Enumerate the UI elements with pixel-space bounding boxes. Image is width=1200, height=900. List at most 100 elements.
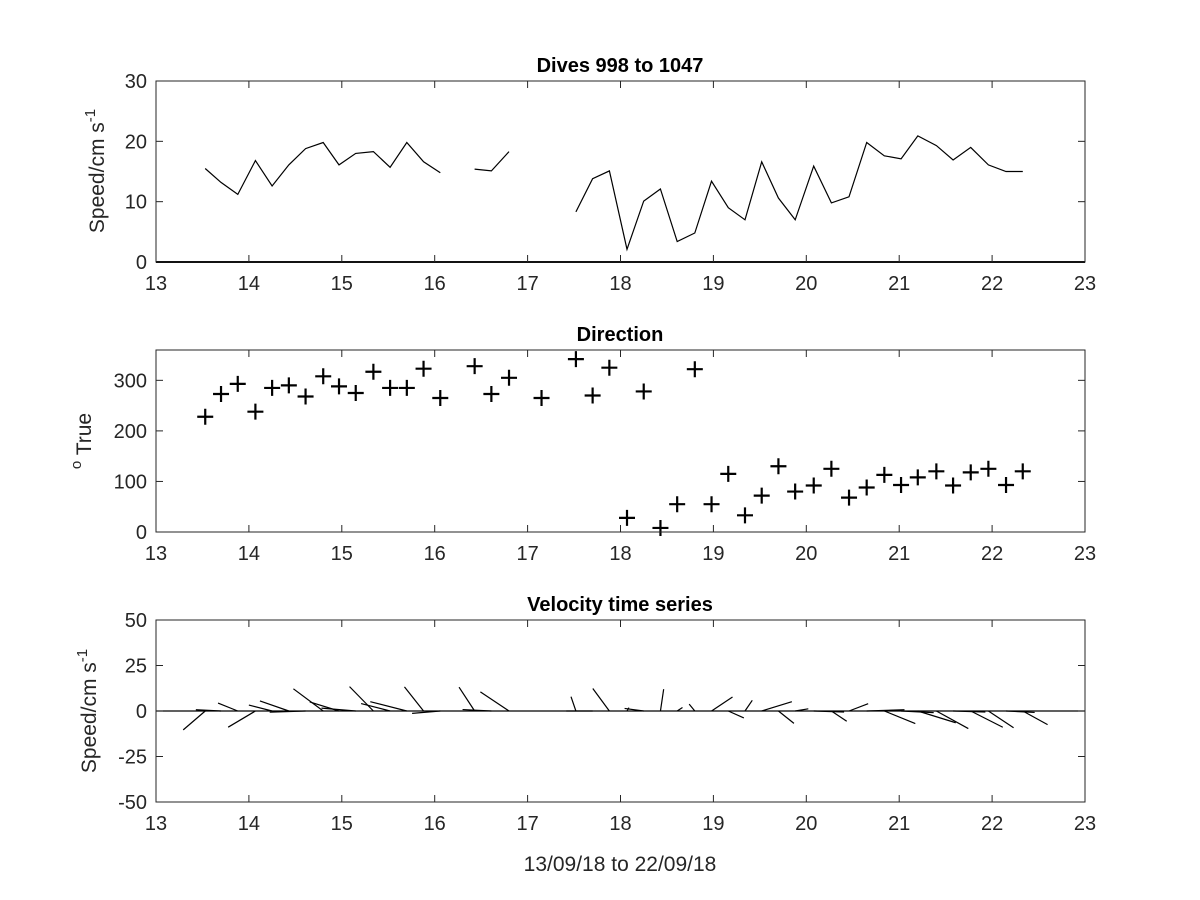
direction-point (635, 383, 652, 400)
direction-point (483, 385, 500, 402)
direction-y-tick-label: 0 (136, 522, 147, 544)
speed-y-tick-label: 30 (125, 71, 147, 93)
velocity-x-tick-label: 22 (981, 813, 1003, 835)
y-axis-title-velocity: Speed/cm s-1 (74, 649, 101, 773)
speed-line-segment (575, 135, 1023, 252)
velocity-vector (953, 710, 986, 713)
y-axis-title-speed: Speed/cm s-1 (82, 109, 109, 233)
direction-point (619, 509, 636, 526)
velocity-vector (988, 710, 1014, 729)
velocity-vector (1022, 710, 1048, 726)
direction-point (805, 477, 822, 494)
y-axis-title-velocity-sup: -1 (74, 649, 91, 662)
speed-x-tick-label: 23 (1074, 273, 1096, 295)
velocity-vector (370, 701, 407, 712)
direction-x-tick-label: 16 (424, 543, 446, 565)
velocity-y-tick-label: 50 (125, 610, 147, 632)
velocity-x-tick-label: 17 (516, 813, 538, 835)
direction-marker-group (197, 351, 1031, 536)
speed-x-tick-label: 21 (888, 273, 910, 295)
direction-point (382, 379, 399, 396)
direction-point (876, 466, 893, 483)
velocity-vector (795, 708, 809, 712)
direction-point (787, 483, 804, 500)
velocity-vector (269, 710, 306, 713)
speed-panel: Dives 998 to 1047 Speed/cm s-1 13 14 15 16 1… (82, 55, 1096, 295)
direction-point (858, 479, 875, 496)
direction-point (823, 460, 840, 477)
y-axis-title-direction-main: True (73, 413, 96, 461)
direction-point (841, 489, 858, 506)
velocity-vector (321, 707, 356, 712)
velocity-vector (1006, 710, 1035, 714)
speed-line-segment (204, 141, 441, 196)
velocity-vector (182, 710, 206, 731)
x-axis-title-velocity: 13/09/18 to 22/09/18 (524, 853, 717, 876)
velocity-vector (592, 688, 610, 712)
speed-x-tick-label: 18 (609, 273, 631, 295)
direction-point (962, 464, 979, 481)
direction-point (998, 476, 1015, 493)
velocity-vector (349, 686, 374, 712)
velocity-vector (901, 710, 934, 714)
y-axis-title-speed-sup: -1 (82, 109, 99, 122)
speed-x-tick-label: 14 (238, 273, 260, 295)
direction-point (652, 519, 669, 536)
speed-x-tick-label: 17 (516, 273, 538, 295)
direction-point (753, 487, 770, 504)
direction-point (347, 384, 364, 401)
speed-line-group (156, 135, 1085, 263)
velocity-axes-frame (155, 619, 1086, 803)
velocity-vector (711, 696, 733, 712)
direction-point (770, 458, 787, 475)
direction-point (567, 351, 584, 368)
direction-point (264, 379, 281, 396)
direction-point (466, 358, 483, 375)
velocity-x-tick-label: 19 (702, 813, 724, 835)
speed-x-tick-label: 13 (145, 273, 167, 295)
direction-x-tick-label: 23 (1074, 543, 1096, 565)
direction-x-tick-label: 18 (609, 543, 631, 565)
y-axis-title-velocity-main: Speed/cm s (78, 662, 101, 773)
velocity-x-tick-label: 23 (1074, 813, 1096, 835)
velocity-vector (936, 710, 969, 730)
velocity-vector (259, 700, 290, 712)
direction-x-tick-label: 14 (238, 543, 260, 565)
y-axis-title-direction: o True (68, 413, 96, 469)
y-axis-title-direction-sup: o (68, 461, 85, 469)
direction-x-tick-label: 15 (331, 543, 353, 565)
velocity-vector (761, 701, 793, 712)
direction-point (229, 375, 246, 392)
direction-point (686, 361, 703, 378)
velocity-vector (403, 686, 425, 712)
speed-x-tick-label: 20 (795, 273, 817, 295)
speed-y-tick-label: 10 (125, 192, 147, 214)
direction-point (584, 387, 601, 404)
y-axis-title-speed-main: Speed/cm s (86, 122, 109, 233)
velocity-vector (195, 709, 222, 712)
panel-title-speed: Dives 998 to 1047 (537, 55, 704, 77)
direction-x-tick-label: 20 (795, 543, 817, 565)
direction-point (213, 385, 230, 402)
direction-y-tick-label: 300 (114, 370, 147, 392)
direction-point (928, 463, 945, 480)
speed-axes-frame (155, 80, 1086, 263)
velocity-vector (480, 691, 510, 712)
velocity-vector (248, 704, 273, 712)
direction-x-tick-label: 19 (702, 543, 724, 565)
velocity-vector (848, 703, 869, 712)
velocity-vector (813, 710, 845, 713)
direction-point (247, 403, 264, 420)
velocity-vector-group (156, 686, 1085, 731)
direction-point (398, 379, 415, 396)
velocity-vector (917, 710, 956, 724)
direction-x-tick-label: 13 (145, 543, 167, 565)
speed-y-tick-label: 0 (136, 252, 147, 274)
direction-point (432, 390, 449, 407)
direction-point (980, 460, 997, 477)
velocity-y-tick-label: -25 (118, 747, 147, 769)
velocity-vector (676, 706, 683, 712)
direction-x-tick-label: 21 (888, 543, 910, 565)
velocity-vector (412, 710, 441, 714)
velocity-vector (227, 710, 256, 728)
